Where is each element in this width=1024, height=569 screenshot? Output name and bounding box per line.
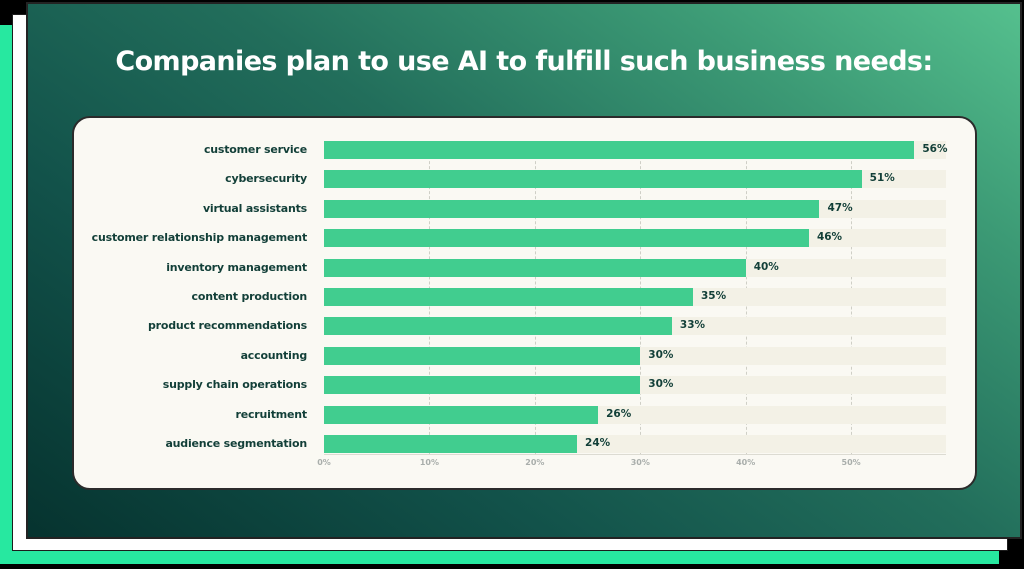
- bar-value-label: 24%: [585, 437, 611, 449]
- bar-value-label: 26%: [606, 407, 632, 420]
- bar: [324, 317, 672, 336]
- bar-row: 24%: [324, 435, 946, 453]
- bar-row: 35%: [324, 288, 946, 306]
- category-label: virtual assistants: [202, 201, 307, 215]
- bar-row: 47%: [324, 199, 946, 218]
- bar-value-label: 40%: [753, 260, 779, 273]
- category-label: audience segmentation: [165, 437, 307, 450]
- bar-value-label: 47%: [827, 201, 853, 214]
- bar-row: 33%: [324, 317, 946, 336]
- bar-chart-plot: 0% 10% 20% 30% 40% 50% 56% 51% 47% 46% 40% 35% 33% 30…: [317, 141, 948, 481]
- bar-value-label: 35%: [700, 290, 727, 302]
- bar-row: 51%: [324, 170, 946, 189]
- x-tick-label: 0%: [317, 458, 331, 467]
- bar: [324, 170, 862, 189]
- x-tick-label: 40%: [736, 458, 756, 467]
- bar-value-label: 30%: [648, 378, 674, 391]
- category-label: content production: [191, 290, 308, 303]
- bar-value-label: 51%: [869, 172, 895, 185]
- bar-value-label: 30%: [648, 348, 674, 361]
- x-tick-label: 30%: [630, 458, 650, 467]
- bar-row: 46%: [324, 229, 946, 248]
- bar: [324, 405, 599, 424]
- bar: [324, 141, 915, 159]
- bar-row: 40%: [324, 258, 946, 277]
- x-tick-label: 20%: [525, 458, 545, 467]
- x-axis-line: [324, 454, 946, 455]
- chart-title: Companies plan to use AI to fulfill such…: [115, 46, 933, 77]
- bar: [324, 435, 578, 453]
- bar-value-label: 33%: [679, 319, 706, 332]
- bar: [324, 199, 820, 218]
- category-label: recruitment: [235, 407, 307, 421]
- category-label: cybersecurity: [225, 172, 307, 186]
- bar-value-label: 46%: [816, 231, 843, 244]
- bar-row: 56%: [324, 141, 948, 159]
- category-label: product recommendations: [147, 319, 307, 333]
- bar-row: 30%: [324, 346, 946, 365]
- bar: [324, 376, 641, 395]
- category-label: customer relationship management: [91, 231, 308, 245]
- bar-row: 30%: [324, 376, 946, 395]
- bar: [324, 346, 641, 365]
- bar: [324, 258, 746, 277]
- category-label: accounting: [240, 348, 308, 362]
- category-label: inventory management: [166, 260, 307, 274]
- bar-value-label: 56%: [922, 143, 948, 155]
- x-tick-label: 10%: [419, 458, 439, 467]
- category-label: supply chain operations: [162, 378, 307, 392]
- bar-row: 26%: [324, 405, 946, 424]
- category-label: customer service: [203, 143, 307, 156]
- x-tick-label: 50%: [841, 458, 861, 467]
- bar: [324, 229, 809, 248]
- bar: [324, 288, 693, 306]
